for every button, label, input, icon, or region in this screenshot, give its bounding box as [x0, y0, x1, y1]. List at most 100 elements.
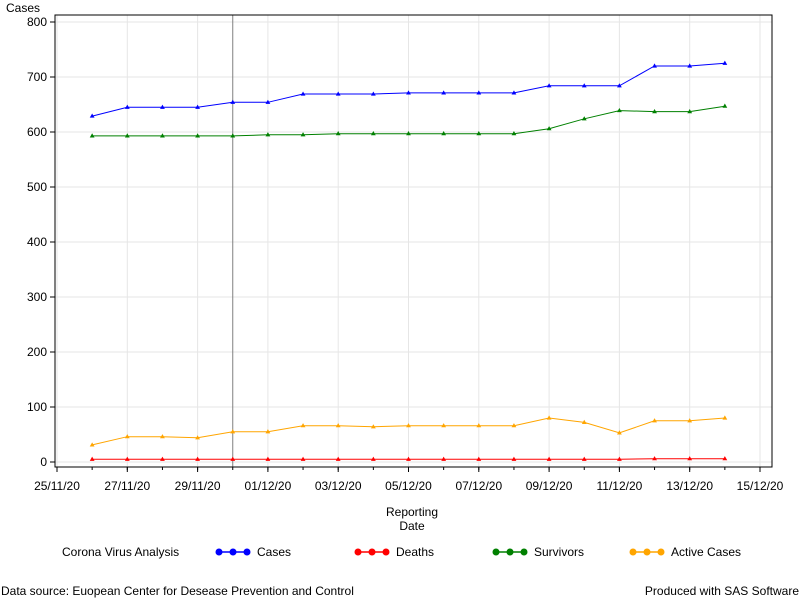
- software-credit-footnote: Produced with SAS Software: [644, 584, 799, 598]
- data-point-active-cases: [335, 423, 341, 428]
- data-point-active-cases: [300, 423, 306, 428]
- grid-layer: [55, 15, 772, 467]
- x-tick-label: 13/12/20: [666, 479, 713, 493]
- data-point-cases: [265, 99, 271, 104]
- data-point-survivors: [195, 133, 200, 138]
- data-point-active-cases: [195, 435, 200, 440]
- x-tick-label: 11/12/20: [596, 479, 642, 493]
- data-point-active-cases: [511, 423, 517, 428]
- data-point-active-cases: [687, 418, 693, 423]
- data-point-active-cases: [124, 434, 130, 439]
- y-tick-label: 300: [27, 290, 47, 304]
- data-point-deaths: [476, 456, 482, 461]
- plot-frame: [54, 14, 773, 468]
- x-axis-title-line2: Date: [399, 519, 425, 533]
- legend-item-active-cases: Active Cases: [629, 545, 741, 559]
- y-tick-label: 400: [27, 235, 47, 249]
- data-point-deaths: [195, 456, 200, 461]
- data-point-deaths: [89, 456, 95, 461]
- data-point-survivors: [476, 131, 482, 136]
- data-point-survivors: [722, 103, 728, 108]
- legend-item-cases: Cases: [215, 545, 291, 559]
- axis-layer: 0 100 200 300 400 500 600 700 800 25/11/20 27/11/2…: [27, 15, 784, 493]
- data-point-active-cases: [370, 424, 376, 429]
- data-point-active-cases: [722, 415, 728, 420]
- data-point-survivors: [687, 109, 693, 114]
- data-point-cases: [89, 113, 95, 118]
- data-point-survivors: [265, 132, 271, 137]
- data-point-survivors: [230, 133, 236, 138]
- data-point-deaths: [335, 456, 341, 461]
- data-point-cases: [335, 91, 341, 96]
- data-point-survivors: [89, 133, 95, 138]
- data-point-survivors: [335, 131, 341, 136]
- data-point-active-cases: [476, 423, 482, 428]
- series-layer: [89, 60, 728, 461]
- data-point-deaths: [230, 456, 236, 461]
- data-point-active-cases: [652, 418, 657, 423]
- data-point-deaths: [546, 456, 552, 461]
- legend-title: Corona Virus Analysis: [62, 545, 180, 559]
- data-point-active-cases: [230, 429, 236, 434]
- x-tick-label: 05/12/20: [385, 479, 432, 493]
- data-point-survivors: [406, 131, 411, 136]
- data-point-cases: [581, 83, 587, 88]
- data-point-cases: [476, 90, 482, 95]
- data-point-cases: [160, 104, 165, 109]
- legend-swatch-cases: [215, 548, 251, 556]
- y-tick-label: 600: [27, 125, 47, 139]
- data-point-survivors: [546, 126, 552, 131]
- x-tick-label: 03/12/20: [315, 479, 362, 493]
- data-point-cases: [195, 104, 200, 109]
- data-point-cases: [511, 90, 517, 95]
- data-point-active-cases: [581, 419, 587, 424]
- x-tick-label: 27/11/20: [104, 479, 150, 493]
- legend-item-deaths: Deaths: [354, 545, 434, 559]
- data-point-deaths: [652, 456, 657, 461]
- y-tick-label: 200: [27, 345, 47, 359]
- data-point-cases: [300, 91, 306, 96]
- data-point-cases: [230, 99, 236, 104]
- data-point-deaths: [370, 456, 376, 461]
- data-point-active-cases: [617, 430, 622, 435]
- data-point-active-cases: [265, 429, 271, 434]
- data-point-survivors: [124, 133, 130, 138]
- legend-swatch-deaths: [354, 548, 390, 556]
- x-tick-label: 07/12/20: [455, 479, 502, 493]
- data-point-survivors: [300, 132, 306, 137]
- y-tick-label: 800: [27, 15, 47, 29]
- data-point-survivors: [160, 133, 165, 138]
- data-point-cases: [370, 91, 376, 96]
- data-point-deaths: [581, 456, 587, 461]
- data-point-survivors: [581, 116, 587, 121]
- x-tick-label: 25/11/20: [34, 479, 80, 493]
- data-point-active-cases: [406, 423, 411, 428]
- data-point-active-cases: [441, 423, 447, 428]
- x-tick-label: 29/11/20: [175, 479, 221, 493]
- y-tick-label: 500: [27, 180, 47, 194]
- data-point-survivors: [370, 131, 376, 136]
- data-point-cases: [722, 60, 728, 65]
- data-point-deaths: [160, 456, 165, 461]
- data-point-deaths: [687, 456, 693, 461]
- data-point-deaths: [300, 456, 306, 461]
- data-point-cases: [441, 90, 447, 95]
- y-tick-label: 0: [40, 455, 47, 469]
- legend-label-cases: Cases: [257, 545, 292, 559]
- data-point-active-cases: [89, 442, 95, 447]
- legend-item-survivors: Survivors: [492, 545, 584, 559]
- data-point-deaths: [722, 456, 728, 461]
- data-point-deaths: [265, 456, 271, 461]
- data-point-deaths: [124, 456, 130, 461]
- legend-label-active-cases: Active Cases: [671, 545, 742, 559]
- x-tick-label: 15/12/20: [737, 479, 784, 493]
- data-point-deaths: [441, 456, 447, 461]
- legend-swatch-active-cases: [629, 548, 665, 556]
- data-point-deaths: [617, 456, 622, 461]
- data-point-survivors: [511, 131, 517, 136]
- data-point-cases: [687, 63, 693, 68]
- data-point-survivors: [617, 107, 622, 113]
- y-axis-title: Cases: [6, 1, 40, 15]
- data-source-footnote: Data source: Euopean Center for Desease …: [1, 584, 354, 598]
- data-point-cases: [617, 83, 622, 88]
